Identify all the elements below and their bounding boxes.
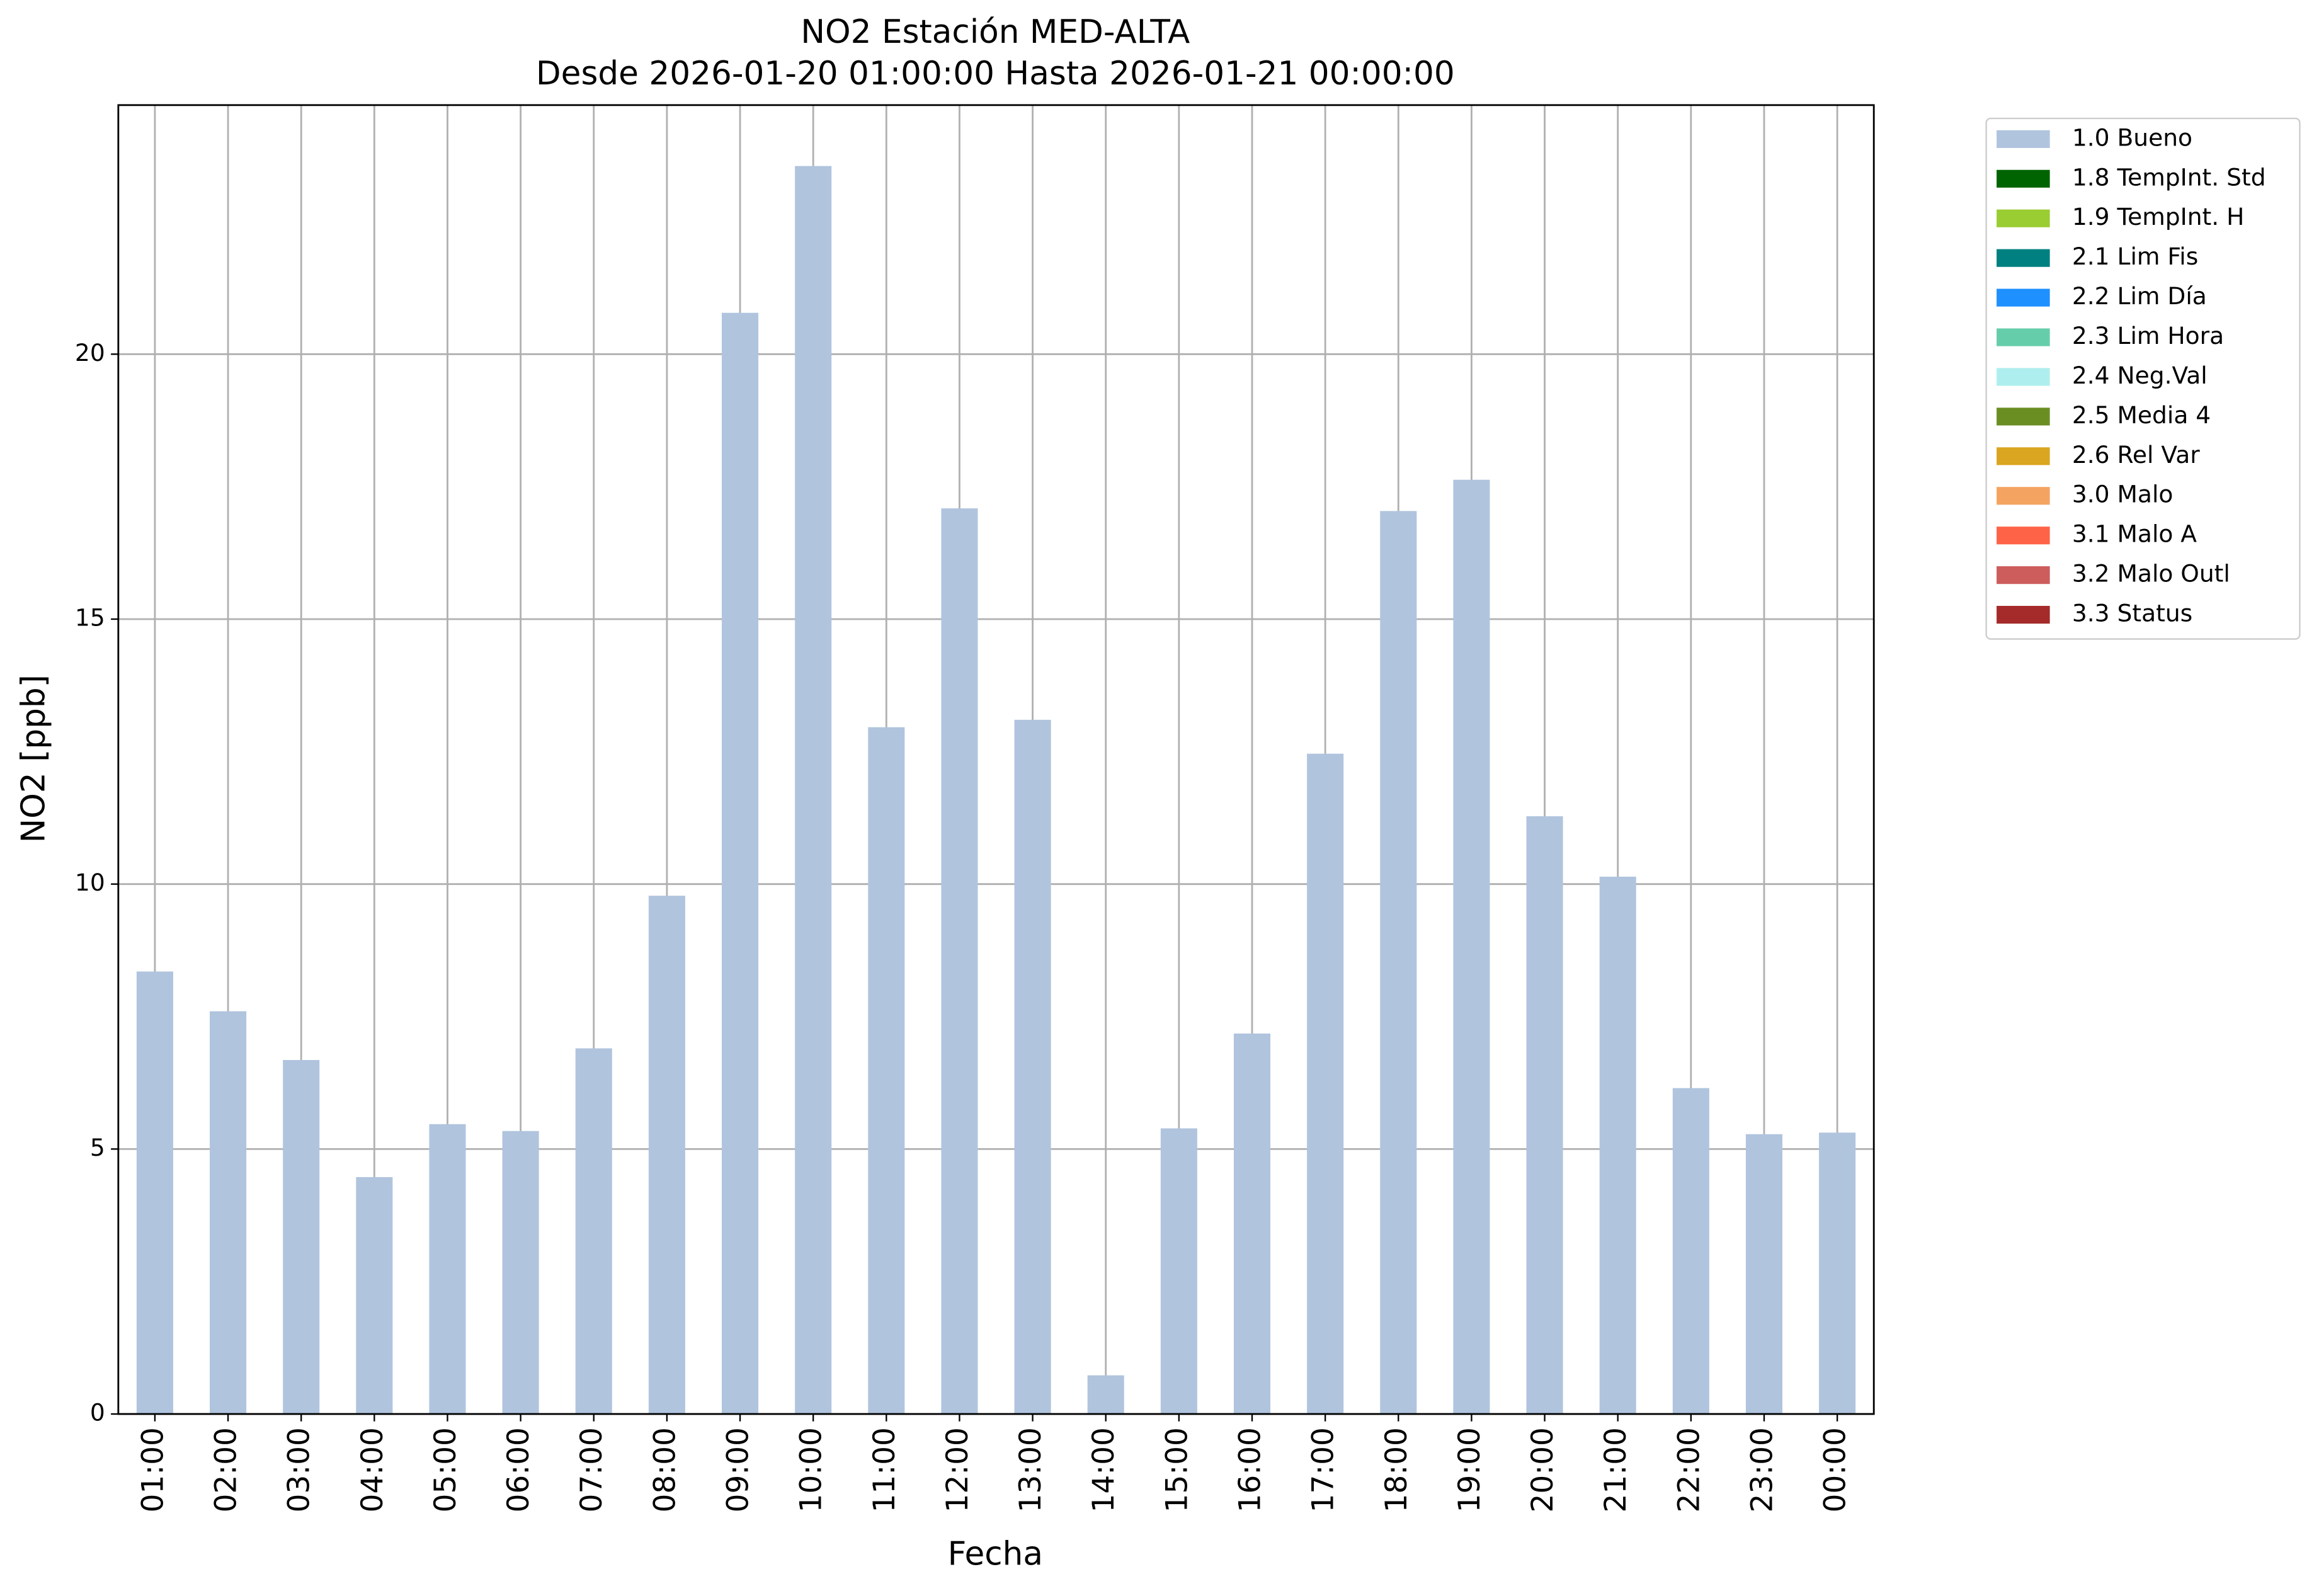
bar (648, 896, 685, 1415)
legend-swatch (1997, 605, 2050, 624)
legend-swatch (1997, 169, 2050, 188)
legend-box (1985, 117, 2301, 640)
legend-label: 1.8 TempInt. Std (2072, 163, 2266, 191)
x-tick-label: 07:00 (574, 1427, 609, 1512)
legend-swatch (1997, 328, 2050, 346)
bar (136, 971, 173, 1415)
legend-label: 2.1 Lim Fis (2072, 242, 2198, 270)
bar (1453, 479, 1490, 1415)
legend-label: 3.2 Malo Outl (2072, 560, 2230, 588)
x-tick-label: 05:00 (428, 1427, 463, 1512)
legend-label: 3.1 Malo A (2072, 520, 2197, 548)
x-tick-label: 03:00 (282, 1427, 317, 1512)
x-tick-label: 09:00 (721, 1427, 756, 1512)
legend-swatch (1997, 408, 2050, 426)
bar (1380, 511, 1417, 1415)
bar (1233, 1033, 1271, 1415)
legend-label: 2.2 Lim Día (2072, 282, 2207, 310)
bar (1160, 1128, 1197, 1415)
legend-swatch (1997, 209, 2050, 227)
x-tick-label: 12:00 (940, 1427, 975, 1512)
y-tick-label: 5 (90, 1134, 105, 1161)
bar (1599, 876, 1636, 1415)
legend-swatch (1997, 368, 2050, 386)
bar (1745, 1134, 1783, 1415)
y-tick-label: 10 (75, 869, 105, 896)
legend-swatch (1997, 130, 2050, 148)
plot-frame (117, 104, 1875, 1415)
legend-swatch (1997, 288, 2050, 307)
legend-label: 2.6 Rel Var (2072, 441, 2200, 469)
x-tick-label: 00:00 (1818, 1427, 1853, 1512)
chart-title: NO2 Estación MED-ALTA (801, 13, 1190, 51)
x-tick-label: 01:00 (135, 1427, 170, 1512)
bar (283, 1060, 320, 1415)
bar (795, 166, 832, 1415)
x-tick-label: 02:00 (209, 1427, 244, 1512)
legend-label: 3.0 Malo (2072, 481, 2174, 508)
x-tick-label: 20:00 (1525, 1427, 1560, 1512)
bar (1307, 753, 1344, 1415)
bar (429, 1124, 466, 1415)
x-tick-label: 18:00 (1379, 1427, 1414, 1512)
chart-subtitle: Desde 2026-01-20 01:00:00 Hasta 2026-01-… (536, 55, 1455, 93)
legend-label: 3.3 Status (2072, 600, 2192, 627)
x-axis-label: Fecha (948, 1535, 1043, 1573)
x-tick-label: 16:00 (1233, 1427, 1268, 1512)
bar (502, 1131, 539, 1415)
bar (356, 1177, 393, 1415)
legend-label: 2.5 Media 4 (2072, 401, 2211, 429)
bar (868, 727, 905, 1415)
y-axis-label: NO2 [ppb] (14, 675, 52, 843)
bar (1819, 1132, 1856, 1415)
bar (1526, 816, 1563, 1415)
bar (575, 1048, 612, 1415)
legend-swatch (1997, 487, 2050, 505)
x-tick-label: 11:00 (867, 1427, 902, 1512)
bar (1087, 1375, 1124, 1415)
bar (722, 312, 759, 1415)
legend-swatch (1997, 447, 2050, 465)
legend-swatch (1997, 249, 2050, 267)
y-tick-label: 20 (75, 339, 105, 367)
x-tick-label: 14:00 (1086, 1427, 1121, 1512)
bar (941, 508, 978, 1415)
x-tick-label: 23:00 (1745, 1427, 1779, 1512)
legend-swatch (1997, 566, 2050, 584)
bar (210, 1011, 247, 1415)
x-tick-label: 13:00 (1013, 1427, 1048, 1512)
x-tick-label: 17:00 (1306, 1427, 1341, 1512)
bar (1672, 1088, 1709, 1415)
legend-swatch (1997, 527, 2050, 545)
x-tick-label: 15:00 (1160, 1427, 1194, 1512)
x-tick-label: 04:00 (355, 1427, 390, 1512)
legend-label: 2.3 Lim Hora (2072, 322, 2224, 350)
x-tick-label: 06:00 (501, 1427, 536, 1512)
legend-label: 1.9 TempInt. H (2072, 203, 2245, 231)
x-tick-label: 19:00 (1452, 1427, 1487, 1512)
x-tick-label: 21:00 (1598, 1427, 1633, 1512)
y-tick-label: 0 (90, 1399, 105, 1427)
bar (1014, 719, 1051, 1415)
x-tick-label: 22:00 (1672, 1427, 1706, 1512)
legend-label: 1.0 Bueno (2072, 123, 2192, 151)
legend-label: 2.4 Neg.Val (2072, 362, 2208, 389)
y-tick-label: 15 (75, 603, 105, 631)
x-tick-label: 10:00 (794, 1427, 829, 1512)
x-tick-label: 08:00 (647, 1427, 682, 1512)
